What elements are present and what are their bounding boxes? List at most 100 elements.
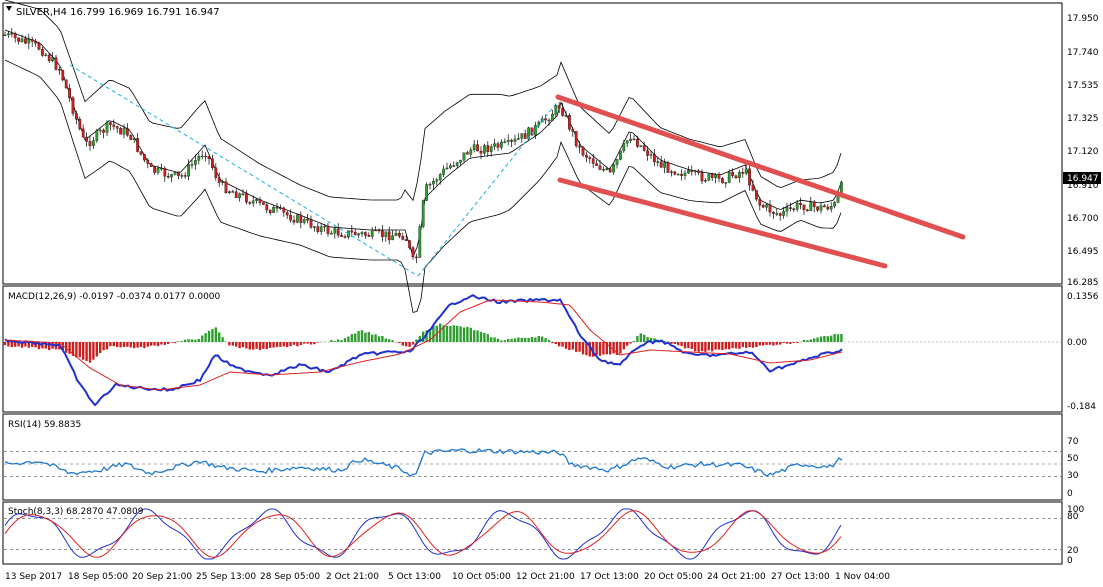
candle-body <box>143 154 146 161</box>
macd-histogram-bar <box>527 338 530 342</box>
candle-body <box>353 231 357 236</box>
macd-histogram-bar <box>139 342 143 347</box>
macd-histogram-bar <box>126 342 129 347</box>
candle-body <box>231 191 235 193</box>
candle-body <box>285 212 289 216</box>
candle-body <box>54 57 58 70</box>
stoch-signal-line <box>4 510 842 558</box>
time-tick: 25 Sep 13:00 <box>196 572 256 582</box>
candle-body <box>789 207 792 209</box>
candle-body <box>119 128 122 135</box>
macd-histogram-bar <box>371 334 374 342</box>
macd-histogram-bar <box>92 342 95 360</box>
macd-panel[interactable] <box>2 285 1063 413</box>
macd-histogram-bar <box>340 340 343 342</box>
candle-body <box>268 209 272 214</box>
stoch-panel[interactable] <box>2 501 1063 565</box>
price-tick: 17.740 <box>1067 48 1099 58</box>
candle-body <box>673 171 677 175</box>
candle-body <box>391 235 394 241</box>
candle-body <box>126 128 129 136</box>
candle-body <box>248 202 252 204</box>
macd-histogram-bar <box>792 342 795 343</box>
candle-body <box>180 175 184 177</box>
macd-histogram-bar <box>306 342 309 344</box>
candle-body <box>561 108 564 116</box>
macd-histogram-bar <box>544 338 547 342</box>
macd-histogram-bar <box>643 334 646 342</box>
macd-histogram-bar <box>680 342 683 346</box>
candle-body <box>588 157 592 159</box>
macd-histogram-bar <box>296 342 299 347</box>
macd-histogram-bar <box>218 332 221 342</box>
candle-body <box>799 202 802 205</box>
time-tick: 5 Oct 13:00 <box>388 572 441 582</box>
macd-histogram-bar <box>374 334 377 342</box>
candle-body <box>238 193 241 198</box>
candle-body <box>625 140 629 144</box>
candle-body <box>442 168 445 175</box>
macd-histogram-bar <box>418 336 421 342</box>
candle-body <box>659 161 663 168</box>
macd-histogram-bar <box>615 342 619 355</box>
candle-body <box>816 206 819 211</box>
rsi-series <box>4 447 1061 477</box>
macd-histogram-bar <box>551 342 554 344</box>
candle-body <box>122 128 126 135</box>
candle-body <box>129 135 133 140</box>
candle-body <box>700 172 704 182</box>
macd-histogram-bar <box>61 342 64 351</box>
macd-histogram-bar <box>683 342 687 349</box>
candle-body <box>636 138 639 147</box>
macd-histogram-bar <box>575 342 578 352</box>
time-tick: 27 Oct 13:00 <box>771 572 830 582</box>
candle-body <box>462 152 466 161</box>
macd-histogram-bar <box>102 342 105 351</box>
triangle-down-icon[interactable] <box>6 6 12 11</box>
macd-histogram-bar <box>214 327 217 342</box>
macd-histogram-bar <box>462 327 466 342</box>
macd-histogram-bar <box>789 342 792 344</box>
candle-body <box>30 39 34 42</box>
candle-body <box>112 124 116 127</box>
candle-body <box>605 168 609 170</box>
macd-histogram-bar <box>275 342 279 348</box>
macd-histogram-bar <box>99 342 102 353</box>
macd-histogram-bar <box>282 342 285 347</box>
candle-body <box>408 240 411 248</box>
rsi-tick: 50 <box>1067 454 1079 464</box>
candle-body <box>483 145 486 154</box>
macd-histogram-bar <box>17 342 20 347</box>
macd-histogram-bar <box>401 342 404 346</box>
candle-body <box>241 193 245 195</box>
rsi-panel[interactable] <box>2 413 1063 501</box>
main-chart-panel[interactable] <box>2 2 1063 285</box>
macd-histogram-bar <box>585 342 588 356</box>
macd-histogram-bar <box>558 342 561 347</box>
macd-histogram-bar <box>619 342 622 354</box>
macd-histogram-bar <box>836 334 840 342</box>
macd-histogram-bar <box>755 342 758 347</box>
candle-body <box>381 230 384 237</box>
candle-body <box>340 235 343 237</box>
time-tick: 12 Oct 21:00 <box>516 572 575 582</box>
macd-histogram-bar <box>595 342 598 356</box>
macd-histogram-bar <box>289 342 292 347</box>
macd-histogram-bar <box>221 337 224 342</box>
candle-body <box>370 229 374 237</box>
macd-histogram-bar <box>201 335 204 342</box>
macd-histogram-bar <box>785 342 789 344</box>
macd-histogram-bar <box>748 342 751 348</box>
bollinger-lower-line <box>4 59 842 313</box>
stoch-main-line <box>4 508 842 560</box>
macd-histogram-bar <box>167 342 170 344</box>
macd-histogram-bar <box>235 342 238 347</box>
macd-histogram-bar <box>568 342 571 350</box>
candle-body <box>768 204 772 213</box>
candle-body <box>809 201 813 212</box>
macd-histogram-bar <box>469 327 472 342</box>
macd-histogram-bar <box>197 339 200 342</box>
candle-body <box>714 174 717 178</box>
candle-body <box>170 174 173 178</box>
candle-body <box>785 207 789 212</box>
